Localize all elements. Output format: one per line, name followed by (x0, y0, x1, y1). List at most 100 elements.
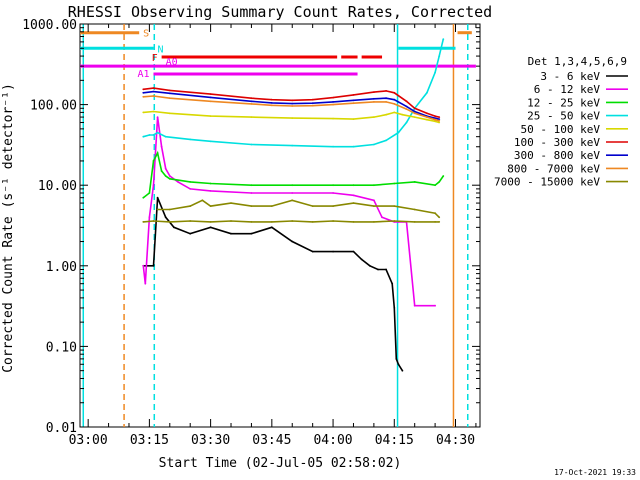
series-point (291, 102, 294, 105)
series-point (393, 220, 396, 222)
series-point (209, 190, 212, 192)
flag-label: N (157, 44, 163, 55)
series-point (434, 120, 436, 123)
series-point (434, 117, 436, 119)
series-point (291, 240, 294, 243)
series-point (442, 175, 445, 177)
series-point (385, 268, 387, 271)
series-point (168, 92, 171, 95)
footer-date: 17-Oct-2021 19:33 (554, 468, 636, 477)
series-point (152, 264, 155, 267)
series-point (434, 115, 436, 117)
series-point (438, 119, 441, 122)
legend-label: 25 - 50 keV (527, 110, 600, 123)
series-point (401, 369, 404, 372)
series-point (156, 208, 159, 211)
series-point (426, 116, 428, 118)
series-point (438, 121, 441, 124)
series-point (209, 226, 212, 229)
series-point (209, 140, 212, 143)
series-point (393, 307, 396, 309)
series-point (270, 226, 273, 229)
series-point (442, 38, 445, 40)
series-point (189, 220, 192, 222)
series-point (189, 138, 192, 141)
series-point (311, 205, 314, 208)
series-point (152, 110, 155, 113)
legend-label: 300 - 800 keV (514, 149, 600, 162)
series-point (152, 87, 155, 89)
series-point (189, 205, 192, 208)
series-point (373, 184, 375, 187)
series-point (311, 221, 314, 223)
series-point (270, 104, 273, 107)
series-point (142, 111, 145, 114)
flag-label: A1 (137, 69, 149, 80)
series-point (164, 135, 167, 138)
series-point (168, 175, 171, 177)
series-point (142, 135, 145, 138)
series-point (393, 205, 396, 208)
series-point (311, 98, 314, 101)
series-point (201, 199, 204, 202)
series-point (332, 220, 334, 222)
series-point (142, 264, 145, 267)
series-point (156, 152, 159, 155)
series-point (156, 131, 159, 134)
series-point (311, 102, 314, 105)
series-point (352, 102, 355, 105)
series-point (438, 118, 441, 120)
series-point (230, 232, 232, 235)
series-point (291, 99, 294, 102)
series-lines (142, 38, 445, 372)
series-point (148, 216, 151, 219)
series-point (291, 220, 294, 222)
x-tick-label: 04:15 (375, 433, 414, 448)
series-point (426, 112, 428, 115)
series-point (332, 184, 334, 187)
series-point (152, 184, 155, 187)
series-point (164, 216, 167, 219)
series-point (426, 91, 428, 94)
series-point (434, 304, 436, 307)
series-point (142, 95, 145, 98)
y-tick-label: 10.00 (38, 179, 77, 194)
series-point (152, 134, 155, 136)
series-point (397, 131, 400, 134)
series-point (393, 111, 396, 114)
series-point (352, 94, 355, 96)
series-point (209, 205, 212, 208)
series-point (413, 304, 416, 307)
series-point (189, 188, 192, 190)
series-point (405, 121, 408, 124)
series-point (434, 212, 436, 215)
series-point (385, 139, 387, 142)
series-line (143, 197, 404, 372)
series-point (385, 101, 387, 103)
series-point (438, 216, 441, 219)
series-point (270, 102, 273, 104)
series-point (291, 192, 294, 194)
series-point (152, 160, 155, 162)
series-point (385, 113, 387, 116)
series-point (250, 97, 253, 100)
y-tick-label: 1000.00 (22, 18, 77, 33)
series-line (142, 116, 436, 307)
series-point (270, 98, 273, 101)
series-point (168, 97, 171, 100)
legend-label: 3 - 6 keV (540, 70, 600, 83)
series-point (160, 170, 163, 172)
series-point (332, 101, 334, 103)
series-point (177, 181, 179, 183)
series-point (352, 184, 355, 187)
series-point (413, 116, 416, 118)
series-point (413, 208, 416, 211)
series-point (352, 118, 355, 120)
series-point (230, 202, 232, 205)
series-point (311, 104, 314, 107)
series-point (311, 250, 314, 253)
series-point (173, 226, 175, 229)
series-point (393, 182, 396, 185)
x-tick-label: 04:30 (436, 433, 475, 448)
